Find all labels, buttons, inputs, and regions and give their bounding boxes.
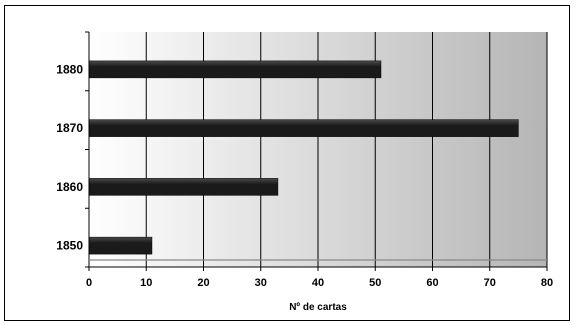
axes [85,31,548,271]
x-tick-label-70: 70 [484,277,496,289]
x-tick-labels: 0 10 20 30 40 50 60 70 80 [86,277,553,289]
bars [88,60,519,255]
x-tick-label-40: 40 [312,277,324,289]
y-category-label-1870: 1870 [56,121,83,135]
x-tick-label-10: 10 [140,277,152,289]
bar-1870 [88,119,519,137]
bar-1880 [88,60,382,79]
x-tick-label-30: 30 [255,277,267,289]
y-category-label-1880: 1880 [56,62,83,76]
x-tick-label-50: 50 [369,277,381,289]
y-category-labels: 1850 1860 1870 1880 [56,62,83,252]
bar-1850 [88,236,153,255]
y-category-label-1860: 1860 [56,180,83,194]
bar-1860 [88,178,279,196]
x-tick-label-20: 20 [197,277,209,289]
x-axis-title: Nº de cartas [289,302,347,313]
x-tick-label-0: 0 [86,277,92,289]
y-category-label-1850: 1850 [56,239,83,253]
x-tick-label-60: 60 [426,277,438,289]
x-tick-label-80: 80 [541,277,553,289]
